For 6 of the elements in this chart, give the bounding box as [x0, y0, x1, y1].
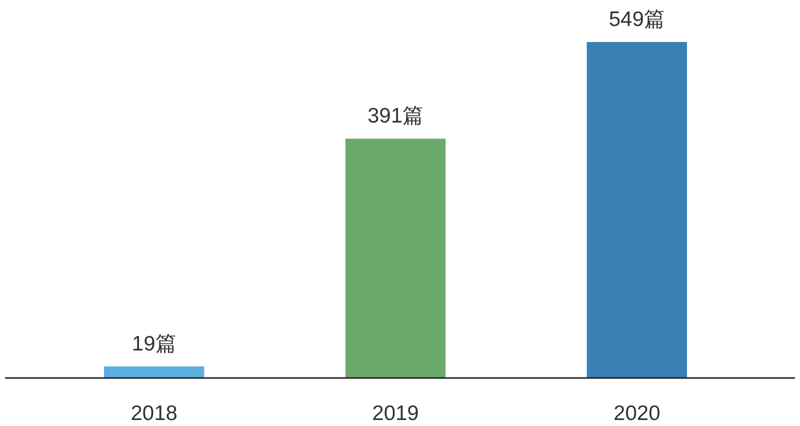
x-tick-label: 2018 [130, 402, 178, 425]
x-tick-label: 2020 [614, 402, 660, 425]
data-label: 391篇 [367, 104, 424, 128]
x-tick-label: 2019 [372, 402, 419, 425]
data-label: 19篇 [132, 332, 176, 356]
data-label: 549篇 [608, 8, 665, 31]
